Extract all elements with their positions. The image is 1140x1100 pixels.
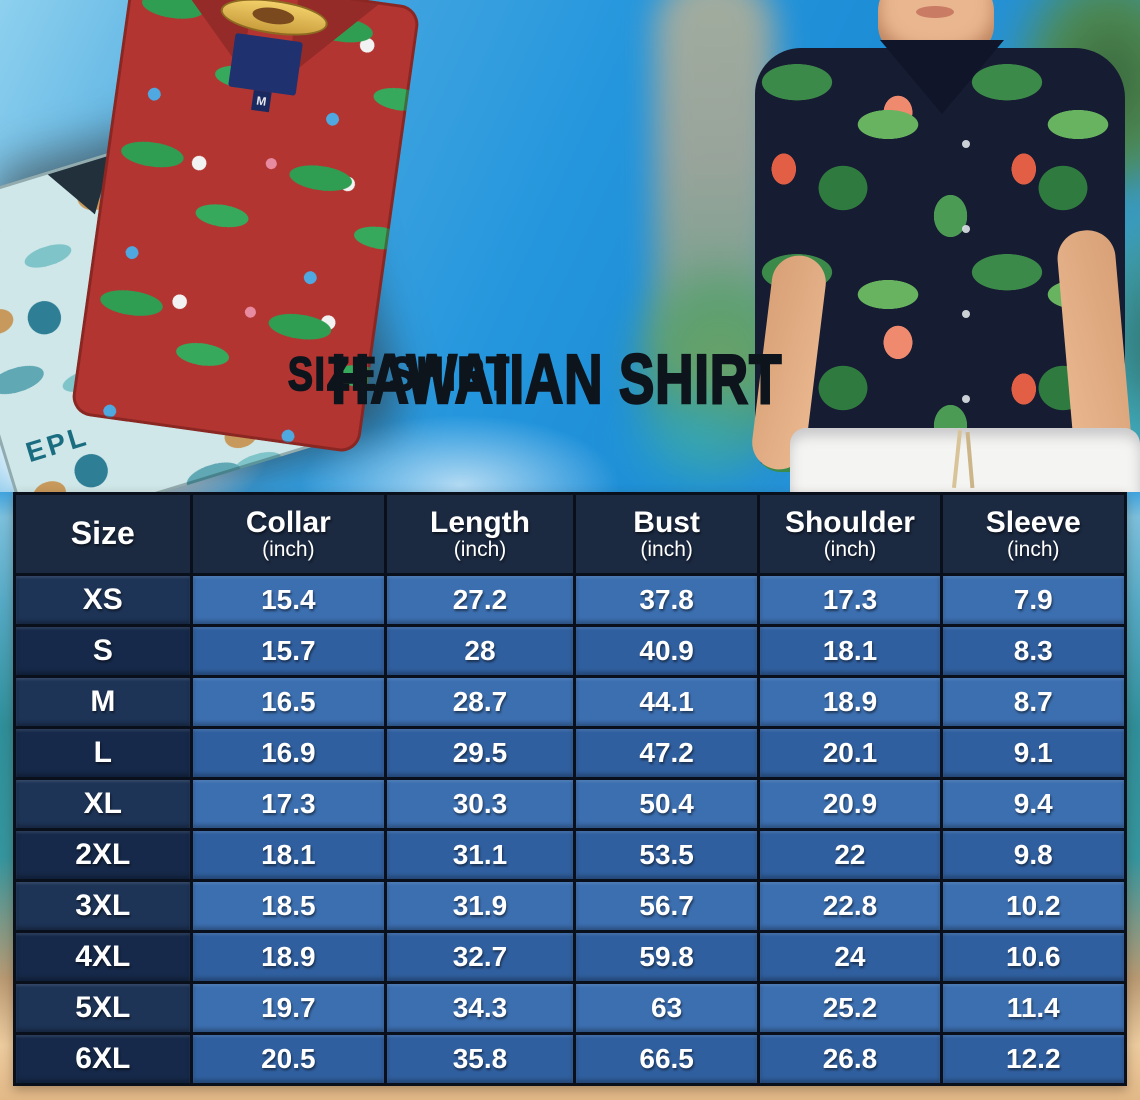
measurement-value: 32.7 bbox=[384, 930, 576, 984]
measurement-value: 63 bbox=[572, 981, 761, 1035]
size-row-2xl: 2XL 18.1 31.1 53.5 22 9.8 bbox=[13, 828, 1128, 882]
size-row-xs: XS 15.4 27.2 37.8 17.3 7.9 bbox=[13, 573, 1128, 627]
measurement-value: 18.5 bbox=[189, 879, 388, 933]
man-lips bbox=[916, 6, 954, 18]
measurement-value: 25.2 bbox=[757, 981, 943, 1035]
row-size-label: XL bbox=[13, 777, 193, 831]
size-table: Size Collar (inch) Length (inch) Bust (inch) Sh… bbox=[13, 492, 1128, 1086]
measurement-value: 15.4 bbox=[189, 573, 388, 627]
page-subtitle: SIZE SHIRT bbox=[287, 347, 511, 400]
measurement-value: 34.3 bbox=[384, 981, 576, 1035]
measurement-value: 37.8 bbox=[572, 573, 761, 627]
size-row-4xl: 4XL 18.9 32.7 59.8 24 10.6 bbox=[13, 930, 1128, 984]
size-row-5xl: 5XL 19.7 34.3 63 25.2 11.4 bbox=[13, 981, 1128, 1035]
row-size-label: M bbox=[13, 675, 193, 729]
man-white-pants bbox=[790, 428, 1140, 492]
row-size-label: 2XL bbox=[13, 828, 193, 882]
row-size-label: S bbox=[13, 624, 193, 678]
measurement-value: 66.5 bbox=[572, 1032, 761, 1086]
row-size-label: L bbox=[13, 726, 193, 780]
measurement-value: 9.4 bbox=[939, 777, 1128, 831]
measurement-value: 29.5 bbox=[384, 726, 576, 780]
measurement-value: 17.3 bbox=[757, 573, 943, 627]
size-row-6xl: 6XL 20.5 35.8 66.5 26.8 12.2 bbox=[13, 1032, 1128, 1086]
size-row-m: M 16.5 28.7 44.1 18.9 8.7 bbox=[13, 675, 1128, 729]
column-header-shoulder: Shoulder (inch) bbox=[757, 492, 943, 576]
column-header-sleeve: Sleeve (inch) bbox=[939, 492, 1128, 576]
measurement-value: 15.7 bbox=[189, 624, 388, 678]
column-header-size: Size bbox=[13, 492, 193, 576]
measurement-value: 40.9 bbox=[572, 624, 761, 678]
measurement-value: 53.5 bbox=[572, 828, 761, 882]
column-header-length: Length (inch) bbox=[384, 492, 576, 576]
measurement-value: 30.3 bbox=[384, 777, 576, 831]
measurement-value: 7.9 bbox=[939, 573, 1128, 627]
measurement-value: 11.4 bbox=[939, 981, 1128, 1035]
shirt-button bbox=[962, 140, 970, 148]
measurement-value: 9.1 bbox=[939, 726, 1128, 780]
shirt-button bbox=[962, 225, 970, 233]
column-header-collar: Collar (inch) bbox=[189, 492, 388, 576]
row-size-label: 3XL bbox=[13, 879, 193, 933]
measurement-value: 17.3 bbox=[189, 777, 388, 831]
measurement-value: 18.1 bbox=[189, 828, 388, 882]
blurred-sea bbox=[610, 370, 780, 492]
row-size-label: XS bbox=[13, 573, 193, 627]
measurement-value: 47.2 bbox=[572, 726, 761, 780]
measurement-value: 24 bbox=[757, 930, 943, 984]
size-row-3xl: 3XL 18.5 31.9 56.7 22.8 10.2 bbox=[13, 879, 1128, 933]
measurement-value: 8.3 bbox=[939, 624, 1128, 678]
column-header-bust: Bust (inch) bbox=[572, 492, 761, 576]
measurement-value: 56.7 bbox=[572, 879, 761, 933]
shirt-button bbox=[962, 310, 970, 318]
measurement-value: 8.7 bbox=[939, 675, 1128, 729]
measurement-value: 26.8 bbox=[757, 1032, 943, 1086]
measurement-value: 28.7 bbox=[384, 675, 576, 729]
measurement-value: 27.2 bbox=[384, 573, 576, 627]
red-shirt-neck-tag bbox=[228, 32, 303, 96]
measurement-value: 22.8 bbox=[757, 879, 943, 933]
measurement-value: 31.9 bbox=[384, 879, 576, 933]
measurement-value: 44.1 bbox=[572, 675, 761, 729]
measurement-value: 18.1 bbox=[757, 624, 943, 678]
teal-shirt-print-text: EPL bbox=[22, 419, 92, 469]
size-row-l: L 16.9 29.5 47.2 20.1 9.1 bbox=[13, 726, 1128, 780]
measurement-value: 20.5 bbox=[189, 1032, 388, 1086]
size-row-xl: XL 17.3 30.3 50.4 20.9 9.4 bbox=[13, 777, 1128, 831]
measurement-value: 20.9 bbox=[757, 777, 943, 831]
measurement-value: 20.1 bbox=[757, 726, 943, 780]
size-table-header: Size Collar (inch) Length (inch) Bust (inch) Sh… bbox=[13, 492, 1128, 576]
measurement-value: 19.7 bbox=[189, 981, 388, 1035]
measurement-value: 18.9 bbox=[189, 930, 388, 984]
row-size-label: 6XL bbox=[13, 1032, 193, 1086]
measurement-value: 12.2 bbox=[939, 1032, 1128, 1086]
measurement-value: 10.2 bbox=[939, 879, 1128, 933]
measurement-value: 22 bbox=[757, 828, 943, 882]
measurement-value: 50.4 bbox=[572, 777, 761, 831]
measurement-value: 16.9 bbox=[189, 726, 388, 780]
red-shirt-size-tag: M bbox=[251, 89, 272, 113]
hero-photo-banner: EPL M HAWAIIAN SHIRT SIZE SHIRT bbox=[0, 0, 1140, 492]
page-title: HAWAIIAN SHIRT bbox=[330, 340, 783, 418]
row-size-label: 4XL bbox=[13, 930, 193, 984]
measurement-value: 9.8 bbox=[939, 828, 1128, 882]
measurement-value: 35.8 bbox=[384, 1032, 576, 1086]
row-size-label: 5XL bbox=[13, 981, 193, 1035]
size-table-body: XS 15.4 27.2 37.8 17.3 7.9 S 15.7 28 40.9 18.1 8.3 M… bbox=[13, 573, 1128, 1086]
measurement-value: 16.5 bbox=[189, 675, 388, 729]
size-chart-section: Size Collar (inch) Length (inch) Bust (inch) Sh… bbox=[13, 492, 1128, 1086]
measurement-value: 10.6 bbox=[939, 930, 1128, 984]
measurement-value: 31.1 bbox=[384, 828, 576, 882]
size-row-s: S 15.7 28 40.9 18.1 8.3 bbox=[13, 624, 1128, 678]
measurement-value: 28 bbox=[384, 624, 576, 678]
measurement-value: 18.9 bbox=[757, 675, 943, 729]
measurement-value: 59.8 bbox=[572, 930, 761, 984]
shirt-button bbox=[962, 395, 970, 403]
